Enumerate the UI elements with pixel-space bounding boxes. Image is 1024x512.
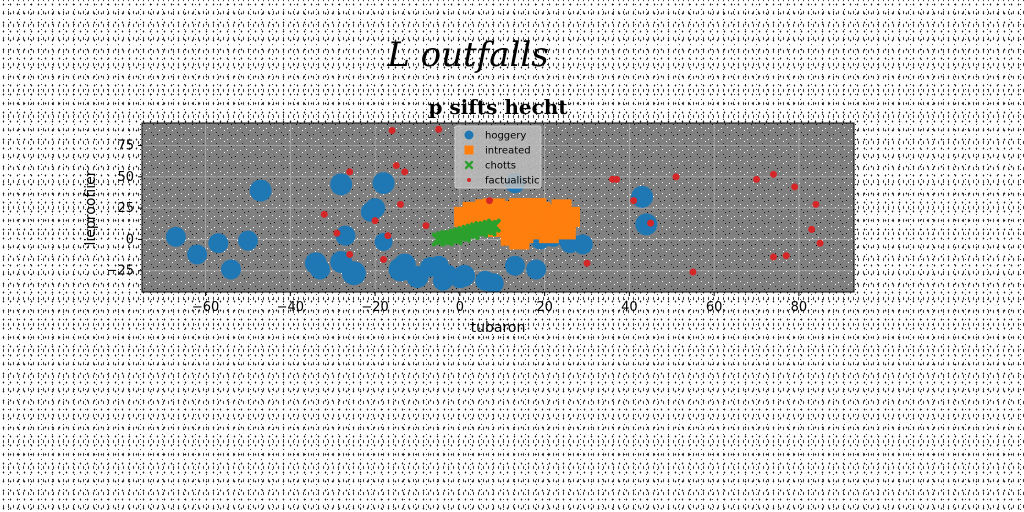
x-tick-label: 60 — [706, 300, 723, 315]
series-hoggery — [165, 172, 658, 292]
data-point-factualistic — [753, 175, 761, 183]
data-point-factualistic — [791, 183, 799, 191]
data-point-factualistic — [769, 170, 777, 178]
x-tick-label: −40 — [277, 300, 304, 315]
x-tick-label: 40 — [621, 300, 638, 315]
series-intreated — [454, 198, 581, 250]
data-point-factualistic — [346, 168, 354, 176]
data-point-hoggery — [335, 225, 356, 246]
data-point-hoggery — [526, 259, 547, 280]
legend-label-intreated: intreated — [485, 146, 531, 157]
data-point-hoggery — [249, 179, 272, 202]
x-tick-label: −20 — [361, 300, 388, 315]
data-point-hoggery — [208, 233, 229, 254]
data-point-hoggery — [372, 172, 395, 195]
data-point-factualistic — [769, 253, 777, 261]
data-marks — [165, 125, 824, 292]
legend-label-factualistic: factualistic — [485, 176, 540, 187]
x-tick-label: 20 — [536, 300, 553, 315]
data-point-factualistic — [583, 259, 591, 267]
data-point-factualistic — [422, 222, 430, 230]
y-tick-label: 75 — [117, 139, 134, 154]
data-point-factualistic — [397, 200, 405, 208]
data-point-factualistic — [371, 217, 379, 225]
data-point-intreated — [509, 229, 530, 250]
axis-ticks: −60 −40 −20 0 20 40 60 80 −25 0 25 50 75 — [107, 139, 808, 315]
data-point-factualistic — [435, 125, 443, 133]
data-point-intreated — [560, 206, 581, 227]
data-point-intreated — [526, 198, 547, 219]
figure-suptitle: L outfalls — [386, 35, 548, 75]
data-point-hoggery — [631, 185, 654, 208]
data-point-factualistic — [401, 168, 409, 176]
data-point-factualistic — [689, 268, 697, 276]
legend-marker-intreated — [464, 145, 474, 155]
data-point-factualistic — [346, 250, 354, 258]
y-tick-label: 25 — [117, 201, 134, 216]
x-tick-label: 80 — [791, 300, 808, 315]
data-point-hoggery — [187, 244, 208, 265]
legend-marker-chotts — [464, 160, 474, 170]
data-point-chotts — [482, 222, 497, 237]
chart-title: p sifts hecht — [428, 95, 568, 119]
data-point-factualistic — [672, 173, 680, 181]
x-tick-label: 0 — [456, 300, 464, 315]
data-point-factualistic — [816, 239, 824, 247]
y-axis-label: lieproofiier — [83, 170, 99, 245]
data-point-hoggery — [237, 230, 258, 251]
y-tick-label: 50 — [117, 170, 134, 185]
data-point-factualistic — [630, 197, 638, 205]
x-tick-label: −60 — [192, 300, 219, 315]
data-point-hoggery — [365, 198, 386, 219]
data-point-factualistic — [486, 197, 494, 205]
data-point-factualistic — [613, 175, 621, 183]
data-point-factualistic — [384, 232, 392, 240]
data-point-hoggery — [504, 255, 525, 276]
data-point-hoggery — [165, 226, 186, 247]
legend-marker-factualistic — [467, 178, 471, 182]
data-point-factualistic — [380, 255, 388, 263]
x-axis-label: tubaron — [471, 320, 526, 336]
data-point-factualistic — [388, 127, 396, 135]
data-point-factualistic — [808, 225, 816, 233]
data-point-hoggery — [341, 261, 366, 286]
data-point-factualistic — [392, 162, 400, 170]
legend-marker-hoggery — [464, 130, 474, 140]
data-point-factualistic — [320, 210, 328, 218]
data-point-factualistic — [647, 219, 655, 227]
data-point-hoggery — [572, 234, 593, 255]
legend-label-hoggery: hoggery — [485, 131, 526, 142]
data-point-hoggery — [330, 173, 353, 196]
legend-box — [454, 125, 542, 189]
data-point-factualistic — [782, 252, 790, 260]
legend: hoggery intreated chotts factualistic — [454, 125, 542, 189]
data-point-hoggery — [453, 264, 476, 287]
data-point-hoggery — [635, 213, 658, 236]
data-point-factualistic — [333, 229, 341, 237]
data-point-factualistic — [812, 200, 820, 208]
data-point-intreated — [475, 199, 496, 220]
data-point-hoggery — [310, 259, 330, 280]
data-point-hoggery — [483, 273, 504, 292]
plot-frame — [141, 122, 855, 293]
data-point-hoggery — [221, 259, 241, 280]
legend-label-chotts: chotts — [485, 161, 516, 172]
series-factualistic — [320, 125, 824, 276]
y-tick-label: 0 — [126, 232, 134, 247]
y-tick-label: −25 — [107, 264, 134, 279]
series-chotts — [431, 218, 501, 247]
